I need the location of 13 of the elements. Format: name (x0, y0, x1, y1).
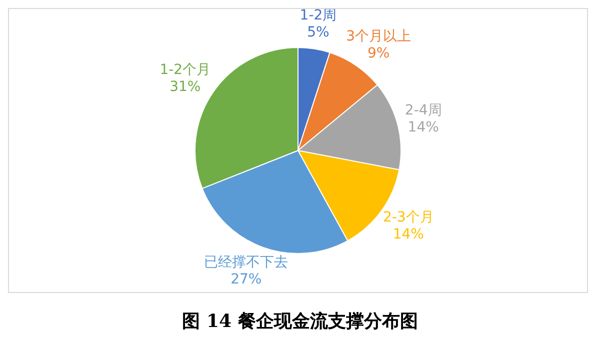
data-label: 5% (307, 24, 330, 41)
data-label: 31% (170, 79, 201, 96)
slice-label: 已经撑不下去 (204, 254, 288, 271)
slice-label: 1-2周 (300, 8, 337, 24)
data-label: 14% (408, 119, 439, 136)
slice-label: 2-4周 (404, 102, 442, 118)
data-label: 9% (368, 45, 390, 62)
data-label: 14% (392, 226, 424, 242)
data-label: 27% (230, 272, 262, 288)
slice-label: 3个月以上 (346, 28, 412, 44)
text: 图 14 餐企现金流支撑分布图 (181, 310, 419, 333)
slice-label: 1-2个月 (160, 62, 211, 78)
slice-label: 2-3个月 (382, 209, 434, 226)
